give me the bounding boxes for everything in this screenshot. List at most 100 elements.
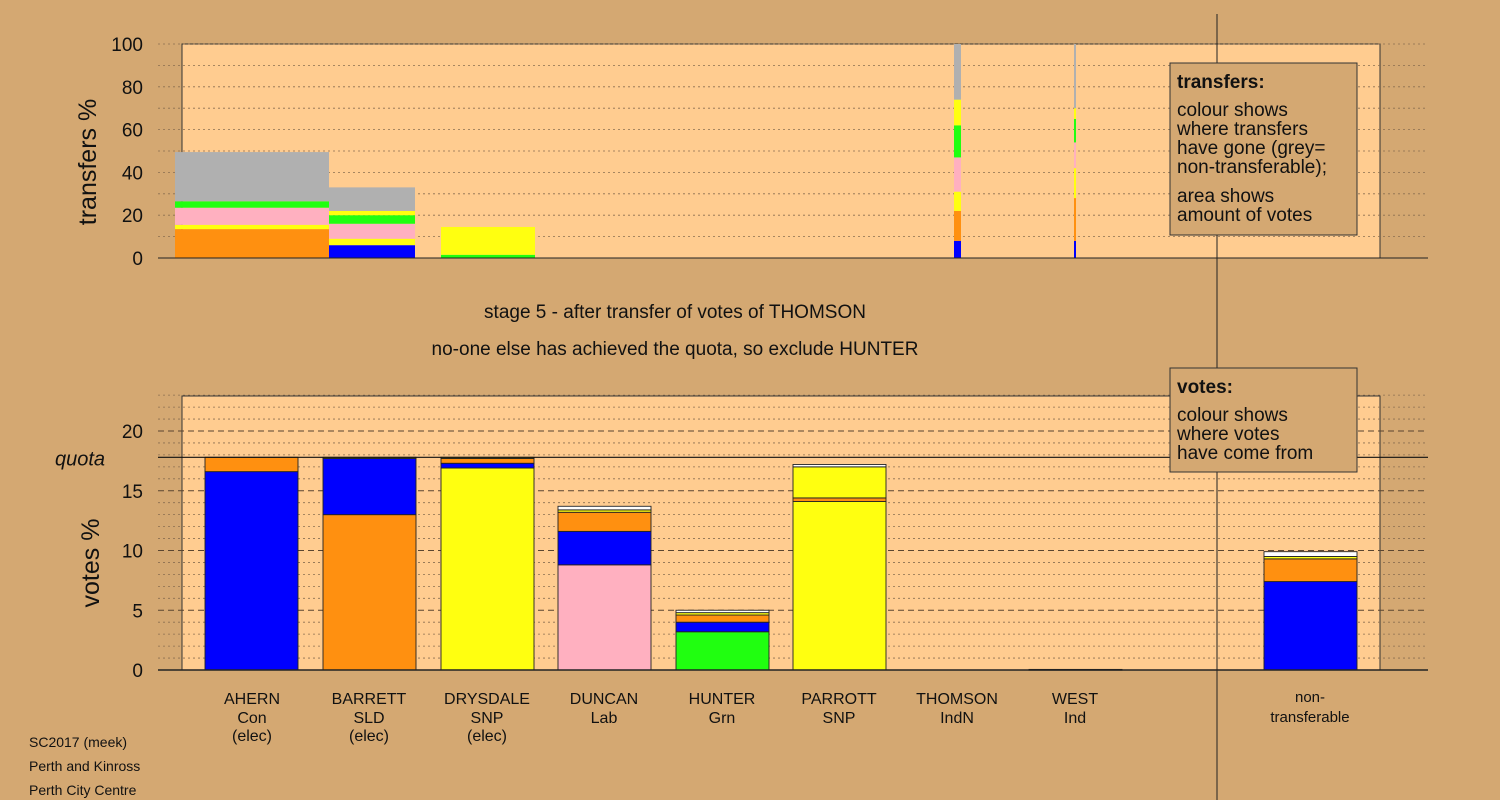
transfer-bar-segment [329, 215, 415, 224]
candidate-party: IndN [940, 710, 974, 727]
votes-y-axis-label: votes % [77, 519, 105, 608]
footer-election: SC2017 (meek) [29, 734, 127, 750]
votes-bars [204, 456, 1358, 671]
transfers-legend-line: where transfers [1176, 119, 1308, 140]
vote-bar-segment [440, 467, 535, 671]
candidate-party: SNP [471, 710, 504, 727]
transfer-bar-segment [175, 224, 329, 230]
candidate-party: Grn [709, 710, 736, 727]
transfer-bar-segment [175, 152, 329, 202]
vote-bar-segment [204, 471, 299, 671]
candidate-name: DUNCAN [570, 691, 638, 708]
transfer-bar-segment [329, 238, 415, 246]
transfer-bar-segment [954, 191, 961, 211]
transfer-bar-segment [954, 240, 961, 258]
vote-bar-segment [557, 564, 652, 671]
stage-title: stage 5 - after transfer of votes of THO… [484, 302, 866, 323]
transfer-bar-segment [175, 201, 329, 208]
transfers-y-tick-labels: 0 20 40 60 80 100 [111, 35, 143, 270]
candidate-status: (elec) [232, 728, 272, 745]
vote-bar-segment [675, 631, 770, 671]
transfer-bar-segment [1074, 142, 1076, 169]
transfer-bar-segment [954, 157, 961, 192]
candidate-name: HUNTER [689, 691, 756, 708]
transfer-bar-segment [1074, 240, 1076, 258]
votes-y-tick-label: 5 [132, 601, 143, 622]
votes-y-tick-label: 15 [122, 482, 143, 503]
transfers-legend-line: non-transferable); [1177, 157, 1327, 178]
votes-legend-title: votes: [1177, 377, 1233, 398]
transfers-y-tick-label: 60 [122, 121, 143, 142]
vote-bar-segment [440, 462, 535, 469]
transfer-bar-segment [1074, 118, 1076, 143]
vote-bar-segment [675, 621, 770, 633]
vote-bar-segment [1263, 558, 1358, 583]
candidate-labels: AHERN Con (elec) BARRETT SLD (elec) DRYS… [224, 689, 1350, 745]
vote-bar-segment [792, 464, 887, 468]
transfers-y-tick-label: 0 [132, 249, 143, 270]
candidate-name: BARRETT [332, 691, 407, 708]
vote-bar-segment [792, 466, 887, 499]
transfers-y-tick-label: 20 [122, 206, 143, 227]
footer-council: Perth and Kinross [29, 758, 140, 774]
votes-y-tick-label: 10 [122, 542, 143, 563]
vote-bar-segment [792, 497, 887, 502]
votes-y-tick-label: 0 [132, 661, 143, 682]
transfer-bar-segment [441, 226, 535, 255]
vote-bar-segment [1263, 581, 1358, 671]
votes-y-tick-labels: 0 5 10 15 20 [122, 422, 143, 682]
candidate-name: THOMSON [916, 691, 998, 708]
candidate-party: Ind [1064, 710, 1086, 727]
vote-bar-segment [557, 505, 652, 511]
transfer-bar-segment [441, 254, 535, 258]
candidate-party: Con [237, 710, 266, 727]
stage-action: no-one else has achieved the quota, so e… [432, 339, 919, 360]
candidate-name: DRYSDALE [444, 691, 530, 708]
transfer-bar-segment [954, 99, 961, 126]
transfer-bar-segment [329, 210, 415, 216]
transfers-legend-line: amount of votes [1177, 205, 1312, 226]
votes-y-tick-label: 20 [122, 422, 143, 443]
candidate-name: AHERN [224, 691, 280, 708]
candidate-name: PARROTT [801, 691, 876, 708]
transfers-y-axis-label: transfers % [74, 99, 102, 225]
transfer-bar-segment [329, 245, 415, 258]
transfer-bar-segment [954, 125, 961, 158]
transfers-legend-line: colour shows [1177, 100, 1288, 121]
transfer-bar-segment [954, 44, 961, 100]
footer-ward: Perth City Centre [29, 782, 137, 798]
vote-bar-segment [322, 458, 417, 516]
votes-legend-line: colour shows [1177, 405, 1288, 426]
candidate-party: Lab [591, 710, 618, 727]
candidate-party: SNP [823, 710, 856, 727]
transfer-bar-segment [1074, 44, 1076, 109]
vote-bar-segment [440, 458, 535, 464]
vote-bar-segment [557, 511, 652, 532]
vote-bar-segment [675, 614, 770, 623]
transfer-bar-segment [175, 229, 329, 258]
transfers-legend-line: area shows [1177, 186, 1274, 207]
transfer-bar-segment [954, 210, 961, 241]
candidate-name: WEST [1052, 691, 1098, 708]
transfers-bars [175, 44, 1076, 258]
vote-bar-segment [792, 501, 887, 671]
candidate-party: SLD [353, 710, 384, 727]
vote-bar-segment [322, 514, 417, 671]
candidate-status: (elec) [349, 728, 389, 745]
vote-bar-segment [557, 530, 652, 566]
quota-label: quota [55, 448, 105, 470]
transfer-bar-segment [1074, 108, 1076, 119]
vote-bar-segment [204, 456, 299, 473]
votes-legend-line: where votes [1176, 424, 1279, 445]
transfer-bar-segment [329, 223, 415, 239]
nontransferable-label: non- [1295, 689, 1325, 706]
transfers-legend-title: transfers: [1177, 72, 1265, 93]
vote-bar-segment [1263, 551, 1358, 557]
transfers-y-tick-label: 80 [122, 78, 143, 99]
nontransferable-label: transferable [1270, 709, 1349, 726]
transfers-legend: transfers: colour shows where transfers … [1169, 62, 1358, 236]
transfers-legend-line: have gone (grey= [1177, 138, 1325, 159]
transfer-bar-segment [329, 187, 415, 211]
votes-legend-line: have come from [1177, 443, 1313, 464]
